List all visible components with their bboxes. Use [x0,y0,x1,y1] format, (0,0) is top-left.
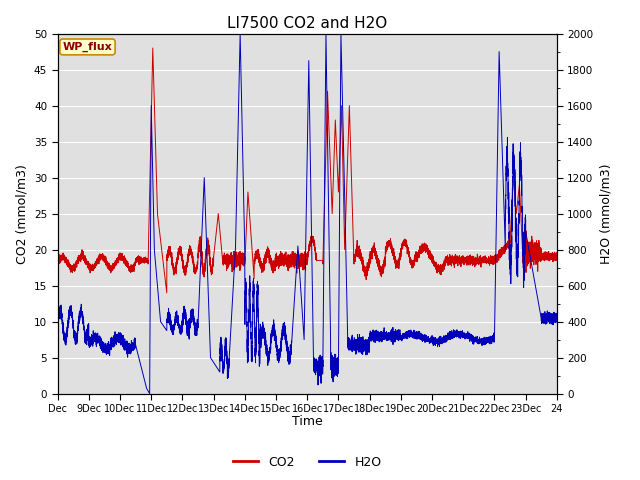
Y-axis label: H2O (mmol/m3): H2O (mmol/m3) [599,163,612,264]
Legend: CO2, H2O: CO2, H2O [228,451,387,474]
Title: LI7500 CO2 and H2O: LI7500 CO2 and H2O [227,16,387,31]
Text: WP_flux: WP_flux [63,42,113,52]
X-axis label: Time: Time [292,415,323,429]
Y-axis label: CO2 (mmol/m3): CO2 (mmol/m3) [15,164,28,264]
